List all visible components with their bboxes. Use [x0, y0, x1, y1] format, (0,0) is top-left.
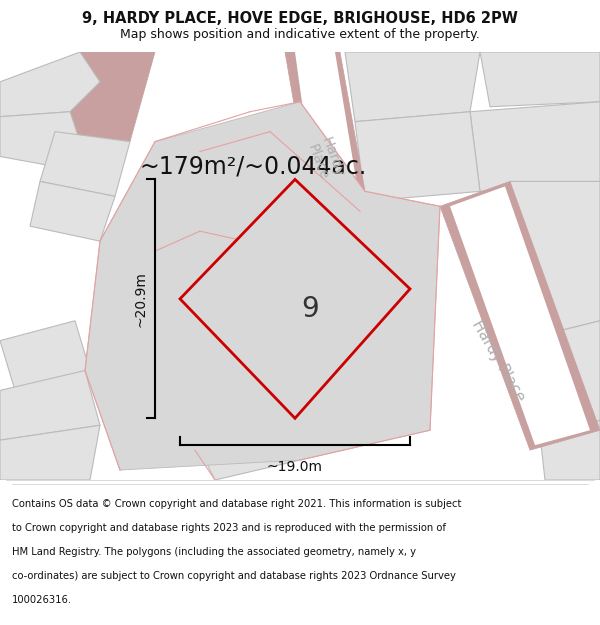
Polygon shape [55, 52, 155, 142]
Polygon shape [30, 181, 115, 241]
Polygon shape [40, 132, 130, 196]
Polygon shape [0, 52, 100, 117]
Polygon shape [195, 411, 300, 480]
Text: Hardy
Place: Hardy Place [304, 135, 346, 184]
Polygon shape [105, 401, 195, 470]
Polygon shape [355, 112, 480, 201]
Polygon shape [0, 425, 100, 480]
Polygon shape [470, 102, 600, 191]
Text: Contains OS data © Crown copyright and database right 2021. This information is : Contains OS data © Crown copyright and d… [12, 499, 461, 509]
Text: ~19.0m: ~19.0m [267, 460, 323, 474]
Polygon shape [510, 181, 600, 341]
Polygon shape [180, 179, 410, 418]
Text: co-ordinates) are subject to Crown copyright and database rights 2023 Ordnance S: co-ordinates) are subject to Crown copyr… [12, 571, 456, 581]
Polygon shape [0, 112, 80, 166]
Polygon shape [520, 321, 600, 435]
Text: 9, HARDY PLACE, HOVE EDGE, BRIGHOUSE, HD6 2PW: 9, HARDY PLACE, HOVE EDGE, BRIGHOUSE, HD… [82, 11, 518, 26]
Polygon shape [540, 420, 600, 480]
Polygon shape [295, 52, 358, 196]
Polygon shape [0, 371, 100, 440]
Text: ~179m²/~0.044ac.: ~179m²/~0.044ac. [140, 154, 367, 179]
Polygon shape [450, 186, 590, 445]
Text: 9: 9 [301, 295, 319, 322]
Polygon shape [440, 181, 600, 450]
Polygon shape [0, 321, 90, 391]
Polygon shape [285, 52, 365, 196]
Text: ~20.9m: ~20.9m [134, 271, 148, 327]
Polygon shape [345, 52, 480, 122]
Text: Map shows position and indicative extent of the property.: Map shows position and indicative extent… [120, 28, 480, 41]
Polygon shape [480, 52, 600, 107]
Text: to Crown copyright and database rights 2023 and is reproduced with the permissio: to Crown copyright and database rights 2… [12, 522, 446, 532]
Text: Hardy Place: Hardy Place [469, 317, 527, 404]
Text: 100026316.: 100026316. [12, 594, 72, 604]
Text: HM Land Registry. The polygons (including the associated geometry, namely x, y: HM Land Registry. The polygons (includin… [12, 547, 416, 557]
Polygon shape [85, 102, 440, 470]
